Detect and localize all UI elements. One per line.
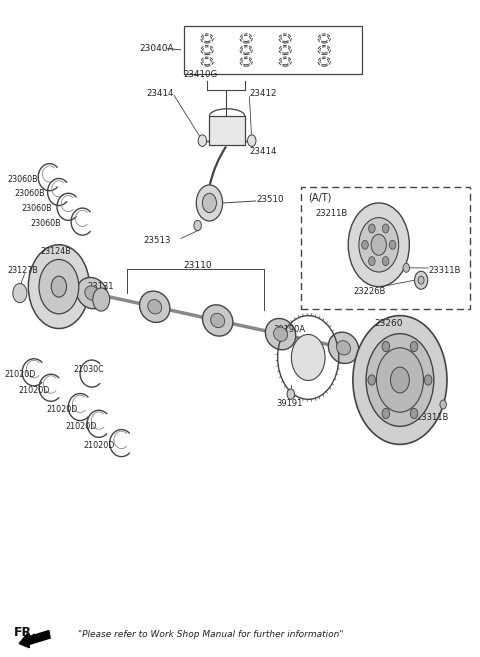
Circle shape (410, 342, 418, 351)
Circle shape (194, 220, 202, 231)
Circle shape (51, 276, 67, 297)
Text: 21020D: 21020D (18, 386, 49, 395)
Text: 21020D: 21020D (46, 405, 78, 414)
Ellipse shape (328, 332, 359, 363)
Ellipse shape (203, 305, 233, 336)
Circle shape (93, 288, 110, 311)
Bar (183, 26, 362, 74)
Circle shape (287, 389, 295, 399)
Circle shape (13, 283, 27, 303)
Circle shape (424, 375, 432, 385)
Circle shape (291, 334, 325, 380)
Circle shape (28, 245, 89, 328)
Circle shape (39, 260, 79, 314)
Ellipse shape (336, 340, 350, 355)
Circle shape (368, 375, 375, 385)
Circle shape (203, 193, 216, 213)
Text: 23211B: 23211B (315, 210, 348, 218)
Circle shape (369, 257, 375, 265)
Text: 23410G: 23410G (183, 70, 217, 79)
Text: 21020D: 21020D (5, 371, 36, 379)
Circle shape (440, 400, 446, 409)
Circle shape (403, 263, 409, 272)
Text: 23060B: 23060B (14, 189, 45, 198)
Text: 23311B: 23311B (428, 266, 460, 275)
Circle shape (383, 224, 389, 233)
Circle shape (196, 185, 223, 221)
Circle shape (391, 367, 409, 393)
Text: 23060B: 23060B (31, 219, 61, 228)
Circle shape (248, 135, 256, 147)
Text: 21030C: 21030C (73, 365, 104, 374)
Text: 23060B: 23060B (7, 175, 38, 183)
Bar (301, 187, 470, 309)
Text: 23124B: 23124B (40, 247, 71, 256)
Ellipse shape (140, 291, 170, 323)
Text: 23127B: 23127B (7, 266, 38, 275)
Text: 23060B: 23060B (21, 204, 52, 214)
Circle shape (389, 240, 396, 249)
Circle shape (371, 235, 386, 256)
Text: 23414: 23414 (146, 89, 173, 98)
Circle shape (348, 203, 409, 286)
Text: 23110: 23110 (183, 261, 212, 270)
Circle shape (359, 217, 399, 272)
Text: "Please refer to Work Shop Manual for further information": "Please refer to Work Shop Manual for fu… (78, 630, 343, 639)
Text: 21020D: 21020D (84, 442, 115, 450)
Bar (209, 116, 245, 145)
Circle shape (383, 257, 389, 265)
Text: 23260: 23260 (374, 319, 403, 328)
Circle shape (353, 315, 447, 444)
Circle shape (369, 224, 375, 233)
Ellipse shape (85, 286, 99, 300)
Text: 23226B: 23226B (353, 286, 385, 296)
FancyArrow shape (19, 631, 50, 648)
Circle shape (382, 342, 390, 351)
Text: 23311B: 23311B (416, 413, 449, 422)
Circle shape (366, 334, 434, 426)
Text: (A/T): (A/T) (308, 192, 332, 202)
Circle shape (418, 276, 424, 284)
Circle shape (415, 271, 428, 289)
Ellipse shape (265, 319, 296, 350)
Ellipse shape (274, 327, 288, 341)
Circle shape (376, 348, 423, 412)
Text: 23131: 23131 (87, 282, 114, 291)
Text: FR.: FR. (14, 626, 37, 639)
Text: 23510: 23510 (256, 195, 284, 204)
Circle shape (362, 240, 368, 249)
Text: 23414: 23414 (250, 147, 277, 156)
Ellipse shape (211, 313, 225, 328)
Text: 23412: 23412 (250, 89, 277, 98)
Ellipse shape (77, 277, 107, 309)
Ellipse shape (148, 300, 162, 314)
Text: 39191: 39191 (276, 399, 303, 408)
Circle shape (410, 408, 418, 419)
Circle shape (382, 408, 390, 419)
Text: 23040A: 23040A (139, 44, 173, 53)
Text: 21020D: 21020D (65, 422, 96, 431)
Text: 23513: 23513 (144, 237, 171, 246)
Text: 39190A: 39190A (273, 325, 305, 334)
Circle shape (198, 135, 206, 147)
